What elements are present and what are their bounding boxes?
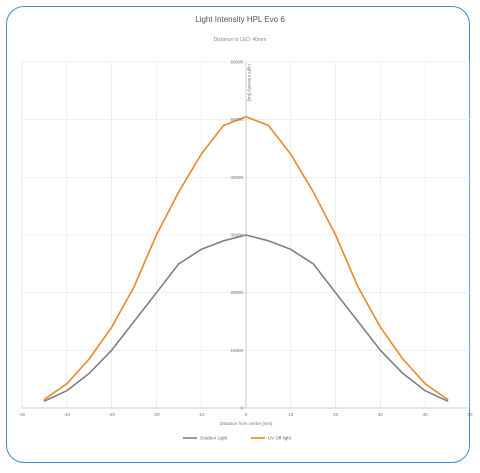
x-tick-label: -20 — [153, 412, 160, 417]
legend-label-2: UV Off light — [268, 436, 292, 441]
chart-frame — [6, 6, 470, 463]
x-tick-label: 0 — [245, 412, 248, 417]
y-tick-label: 10000 — [230, 348, 243, 353]
y-tick-label: 30000 — [230, 233, 243, 238]
x-tick-label: -40 — [64, 412, 71, 417]
chart-subtitle: Distance to LED: 40mm — [213, 37, 267, 43]
legend: Outdoor Light UV Off light — [183, 436, 292, 441]
y-tick-label: 40000 — [230, 175, 243, 180]
series-line-2 — [43, 116, 449, 401]
series-line-1 — [43, 234, 449, 402]
x-tick-label: 10 — [288, 412, 294, 417]
x-tick-label: 20 — [333, 412, 339, 417]
x-tick-label: -30 — [108, 412, 115, 417]
x-tick-label: -50 — [19, 412, 26, 417]
x-tick-label: -10 — [198, 412, 205, 417]
y-tick-label: 20000 — [230, 290, 243, 295]
x-tick-label: 40 — [423, 412, 429, 417]
chart-title: Light Intensity HPL Evo 6 — [195, 15, 285, 24]
series-layer — [43, 116, 449, 402]
x-axis-title: Distance from centre [mm] — [220, 421, 273, 426]
x-tick-label: 50 — [467, 412, 473, 417]
tick-labels: -50 -40 -30 -20 -10 0 10 20 30 40 50 0 10000 20000 300… — [19, 60, 473, 418]
legend-label-1: Outdoor Light — [200, 436, 228, 441]
y-tick-label: 60000 — [230, 60, 243, 65]
y-axis-title: Light Intensity [lux] — [247, 64, 252, 101]
y-tick-label: 0 — [240, 406, 243, 411]
y-tick-label: 50000 — [230, 117, 243, 122]
x-tick-label: 30 — [378, 412, 384, 417]
